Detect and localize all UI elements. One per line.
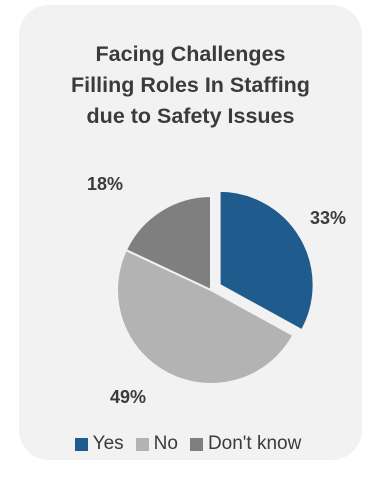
legend-swatch-no	[135, 437, 149, 451]
legend-item-dont-know: Don't know	[189, 433, 302, 455]
chart-title: Facing Challenges Filling Roles In Staff…	[71, 42, 310, 128]
chart-legend: Yes No Don't know	[0, 433, 376, 455]
data-label-no: 49%	[110, 387, 146, 407]
data-label-dont-know: 18%	[87, 174, 123, 194]
legend-swatch-yes	[74, 437, 88, 451]
legend-label-yes: Yes	[92, 433, 124, 454]
pie-slice-yes	[218, 189, 315, 332]
chart-card: Facing Challenges Filling Roles In Staff…	[19, 5, 362, 460]
legend-item-yes: Yes	[74, 433, 124, 455]
legend-swatch-dont-know	[189, 437, 203, 451]
pie-slice-no	[116, 248, 295, 385]
pie-slice-dont-know	[124, 194, 212, 292]
legend-item-no: No	[135, 433, 178, 455]
legend-label-no: No	[153, 433, 178, 454]
legend-label-dont-know: Don't know	[207, 433, 302, 454]
data-label-yes: 33%	[310, 208, 346, 228]
